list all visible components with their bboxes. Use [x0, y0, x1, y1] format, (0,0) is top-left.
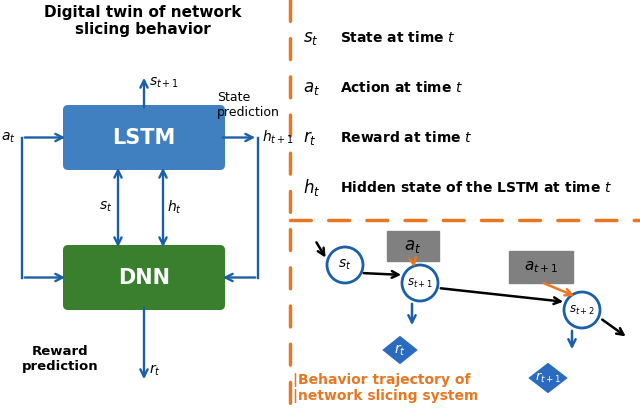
Text: $r_t$: $r_t$: [149, 362, 161, 378]
Text: $s_{t+1}$: $s_{t+1}$: [407, 276, 433, 290]
FancyBboxPatch shape: [63, 105, 225, 170]
Text: $r_t$: $r_t$: [303, 129, 317, 147]
Polygon shape: [526, 361, 570, 395]
Text: $h_{t+1}$: $h_{t+1}$: [262, 129, 294, 146]
Text: $s_{t+2}$: $s_{t+2}$: [569, 303, 595, 317]
Text: $s_t$: $s_t$: [339, 258, 351, 272]
Text: $h_t$: $h_t$: [303, 178, 321, 198]
Text: $r_t$: $r_t$: [394, 342, 406, 358]
Text: $s_t$: $s_t$: [303, 29, 319, 47]
Text: Reward at time $t$: Reward at time $t$: [340, 130, 473, 146]
FancyBboxPatch shape: [63, 245, 225, 310]
Text: DNN: DNN: [118, 267, 170, 288]
Circle shape: [564, 292, 600, 328]
Text: Digital twin of network
slicing behavior: Digital twin of network slicing behavior: [44, 5, 242, 37]
Text: $a_t$: $a_t$: [404, 237, 422, 255]
Text: $a_t$: $a_t$: [303, 79, 320, 97]
FancyBboxPatch shape: [387, 231, 439, 261]
Text: $a_{t+1}$: $a_{t+1}$: [524, 259, 558, 275]
Text: Action at time $t$: Action at time $t$: [340, 81, 463, 95]
Text: $s_{t+1}$: $s_{t+1}$: [149, 76, 179, 90]
Text: State at time $t$: State at time $t$: [340, 31, 456, 45]
Text: LSTM: LSTM: [113, 128, 175, 148]
Polygon shape: [380, 334, 420, 366]
Text: State
prediction: State prediction: [217, 91, 280, 119]
Text: Hidden state of the LSTM at time $t$: Hidden state of the LSTM at time $t$: [340, 180, 612, 196]
Text: $r_{t+1}$: $r_{t+1}$: [535, 371, 561, 385]
FancyBboxPatch shape: [509, 251, 573, 283]
Circle shape: [327, 247, 363, 283]
Text: |Behavior trajectory of
|network slicing system: |Behavior trajectory of |network slicing…: [293, 373, 478, 403]
Text: $h_t$: $h_t$: [167, 198, 182, 216]
Text: Reward
prediction: Reward prediction: [22, 345, 99, 373]
Circle shape: [402, 265, 438, 301]
Text: $s_t$: $s_t$: [99, 200, 112, 214]
Text: $a_t$: $a_t$: [1, 130, 16, 145]
